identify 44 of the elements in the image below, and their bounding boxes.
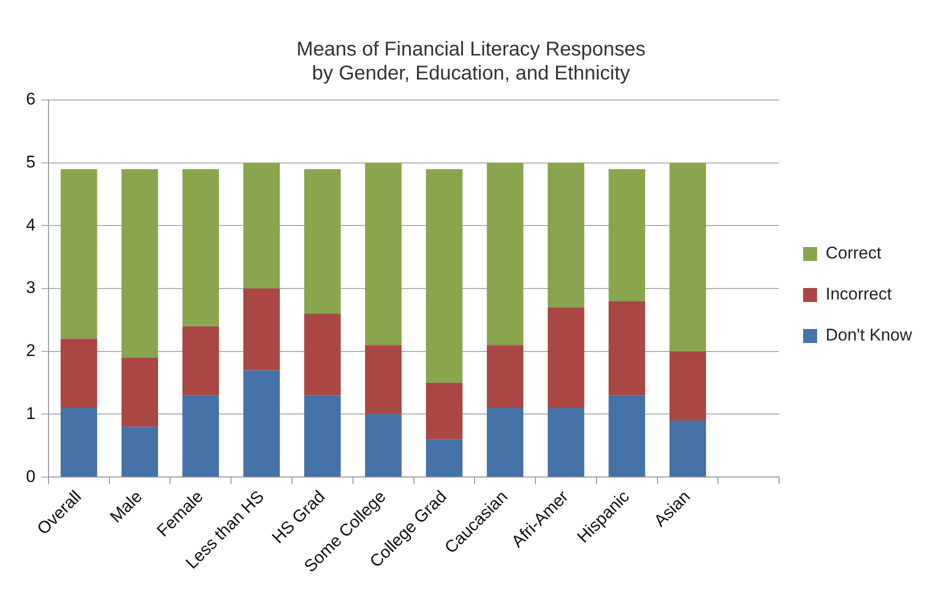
- bar: [608, 395, 646, 477]
- bar: [182, 326, 219, 396]
- y-tick-label: 4: [26, 215, 36, 234]
- y-tick-label: 0: [26, 466, 36, 486]
- bar: [122, 358, 158, 427]
- legend-label: Correct: [826, 244, 882, 263]
- bar: [608, 169, 646, 302]
- bar: [365, 345, 402, 414]
- y-tick-label: 2: [26, 341, 36, 360]
- bar: [670, 420, 706, 477]
- bar: [486, 162, 524, 346]
- y-tick-label: 6: [26, 90, 36, 109]
- bar: [304, 314, 341, 396]
- bar: [60, 338, 98, 408]
- bar: [304, 395, 341, 477]
- bar: [548, 307, 584, 408]
- y-tick-label: 5: [26, 152, 36, 172]
- bar: [426, 169, 462, 383]
- bar: [365, 414, 402, 477]
- bar: [243, 288, 280, 370]
- bar: [243, 162, 280, 289]
- bar: [182, 169, 219, 326]
- bar: [486, 345, 524, 408]
- bar: [548, 408, 584, 477]
- bar: [486, 408, 524, 477]
- bar: [426, 382, 462, 440]
- chart-title: Means of Financial Literacy Responses by Gender, Education, and Ethnicity: [296, 38, 646, 85]
- bar: [122, 169, 158, 358]
- bar: [122, 426, 158, 477]
- y-tick-label: 1: [26, 404, 36, 423]
- bar: [365, 162, 402, 346]
- bar: [608, 301, 646, 396]
- bar: [243, 370, 280, 477]
- bar: [426, 439, 462, 477]
- bar: [670, 351, 706, 421]
- legend-label: Incorrect: [826, 284, 892, 304]
- bar: [60, 408, 98, 477]
- bar: [60, 169, 98, 339]
- bar: [670, 162, 706, 352]
- legend-label: Don't Know: [826, 326, 913, 345]
- y-tick-label: 3: [26, 278, 36, 298]
- bar: [548, 162, 584, 308]
- bar: [182, 395, 219, 477]
- bar: [304, 169, 341, 314]
